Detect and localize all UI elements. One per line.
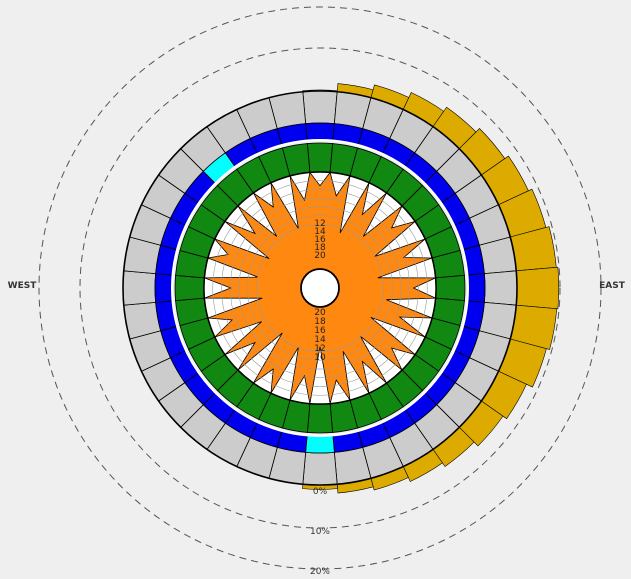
inner-tick-label: 12 (314, 344, 325, 354)
blue-ring (122, 90, 518, 486)
percent-ring-20 (38, 6, 602, 570)
inner-grid-ring (238, 206, 402, 370)
direction-west: WEST (8, 281, 38, 291)
blue-sector (467, 273, 486, 303)
blue-ring-gap (171, 139, 469, 437)
percent-label: 10% (310, 527, 330, 537)
blue-sector (154, 273, 173, 303)
inner-tick-label: 20 (314, 251, 326, 261)
inner-tick-label: 18 (314, 317, 326, 327)
inner-tick-label: 18 (314, 243, 326, 253)
center-circle (300, 268, 340, 308)
inner-tick-label: 14 (314, 335, 326, 345)
inner-tick-label: 14 (314, 227, 326, 237)
inner-grid-ring (229, 197, 411, 379)
inner-tick-label: 10 (314, 353, 326, 363)
inner-grid-ring (221, 189, 419, 387)
percent-label: 20% (310, 567, 330, 577)
gray-sector (483, 270, 518, 306)
green-sector (435, 274, 466, 302)
inner-tick-label: 12 (314, 219, 325, 229)
green-sector (306, 403, 334, 434)
gray-sector (122, 270, 157, 306)
percent-rings (38, 6, 602, 570)
gray-sector (302, 90, 338, 125)
inner-grid-ring (256, 224, 384, 352)
green-sector (174, 274, 205, 302)
percent-label: 0% (313, 487, 328, 497)
outer-bar (515, 266, 560, 310)
percent-ring-10 (79, 47, 561, 529)
blue-sector-highlight (305, 435, 335, 454)
inner-outer-border (203, 171, 437, 405)
gray-sector (302, 451, 338, 486)
inner-tick-label: 20 (314, 308, 326, 318)
direction-east: EAST (599, 281, 626, 291)
inner-grid-ring (212, 180, 428, 396)
blue-sector (305, 122, 335, 141)
inner-tick-label: 16 (314, 326, 326, 336)
green-sector (306, 142, 334, 173)
outer-ring-border (122, 90, 518, 486)
inner-star (203, 171, 437, 405)
inner-tick-label: 16 (314, 235, 326, 245)
inner-grid-ring (247, 215, 393, 361)
